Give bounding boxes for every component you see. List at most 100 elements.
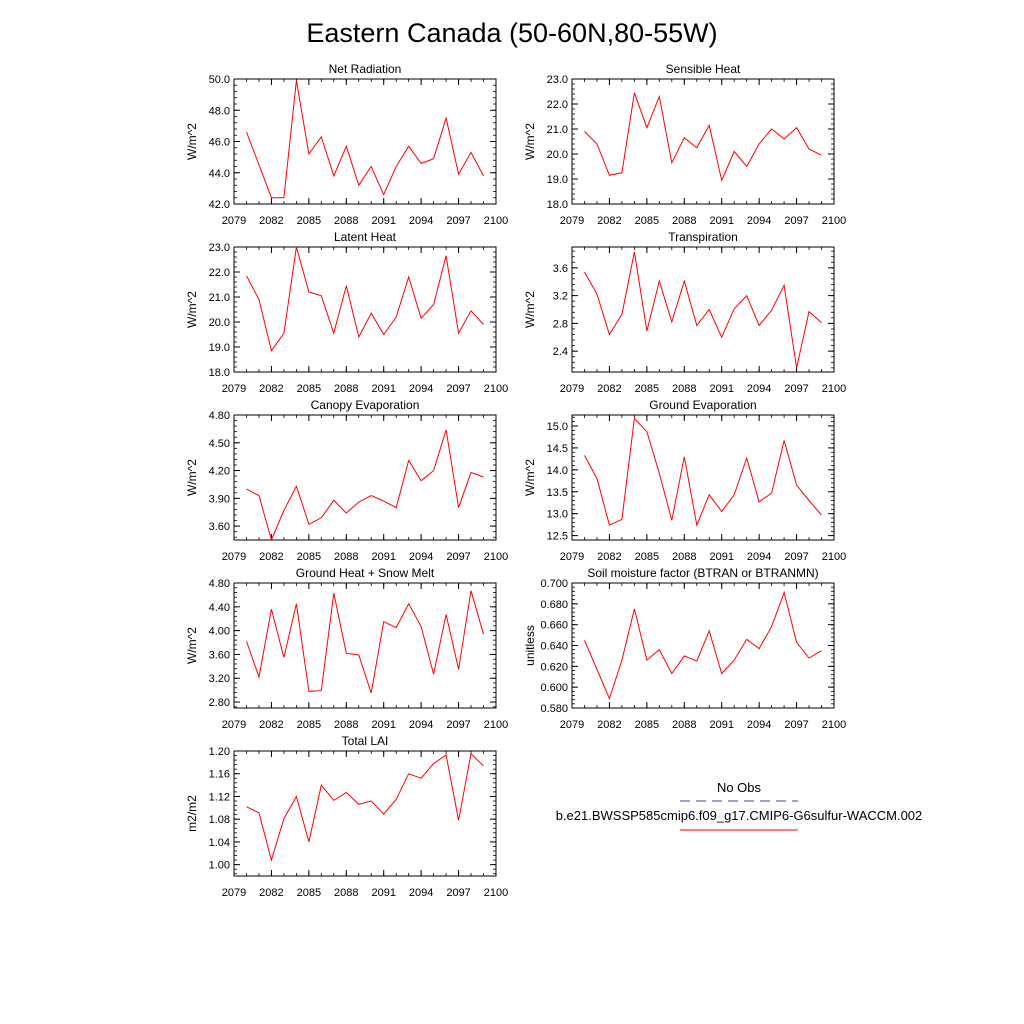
chart-title: Net Radiation (329, 62, 402, 76)
y-tick-label: 42.0 (209, 199, 230, 211)
x-tick-label: 2100 (484, 215, 508, 227)
y-tick-label: 14.0 (547, 465, 568, 477)
x-tick-label: 2088 (672, 719, 696, 731)
x-tick-label: 2085 (297, 551, 321, 563)
x-tick-label: 2085 (297, 383, 321, 395)
chart-panel: Total LAI 2079 2082 2085 2088 2091 2094 2097 210… (185, 734, 508, 899)
x-tick-label: 2100 (822, 551, 846, 563)
y-tick-label: 3.60 (209, 649, 230, 661)
x-tick-label: 2088 (334, 383, 358, 395)
y-axis-label: W/m^2 (523, 123, 537, 160)
y-tick-label: 0.700 (540, 578, 568, 590)
y-tick-label: 21.0 (209, 292, 230, 304)
x-tick-label: 2079 (222, 719, 246, 731)
chart-title: Transpiration (668, 230, 738, 244)
chart-panel: Ground Heat + Snow Melt 2079 2082 2085 2088 2… (185, 566, 508, 731)
x-tick-label: 2094 (409, 215, 433, 227)
y-tick-label: 48.0 (209, 105, 230, 117)
x-tick-label: 2094 (747, 551, 771, 563)
chart-panel: Sensible Heat 2079 2082 2085 2088 2091 2094 209… (523, 62, 846, 227)
y-tick-label: 46.0 (209, 137, 230, 149)
y-tick-label: 15.0 (547, 421, 568, 433)
x-tick-label: 2100 (822, 719, 846, 731)
y-tick-label: 23.0 (547, 74, 568, 86)
x-tick-label: 2079 (222, 215, 246, 227)
x-tick-label: 2079 (222, 887, 246, 899)
plot-frame (571, 246, 835, 373)
x-tick-label: 2094 (747, 383, 771, 395)
x-tick-label: 2091 (371, 551, 395, 563)
x-tick-label: 2079 (560, 215, 584, 227)
x-tick-label: 2088 (672, 383, 696, 395)
x-tick-label: 2094 (409, 719, 433, 731)
x-tick-label: 2097 (446, 215, 470, 227)
y-tick-label: 19.0 (209, 342, 230, 354)
chart-title: Ground Evaporation (649, 398, 756, 412)
plot-frame (233, 582, 497, 709)
y-tick-label: 0.640 (540, 641, 568, 653)
x-tick-label: 2085 (635, 383, 659, 395)
y-tick-label: 2.8 (553, 318, 568, 330)
x-tick-label: 2085 (635, 551, 659, 563)
x-tick-label: 2085 (635, 719, 659, 731)
y-tick-label: 3.2 (553, 291, 568, 303)
y-tick-label: 1.00 (209, 860, 230, 872)
y-tick-label: 20.0 (209, 317, 230, 329)
y-tick-label: 3.60 (209, 521, 230, 533)
y-tick-label: 14.5 (547, 443, 568, 455)
x-tick-label: 2100 (484, 383, 508, 395)
x-tick-label: 2097 (446, 383, 470, 395)
y-tick-label: 4.50 (209, 438, 230, 450)
x-tick-label: 2082 (259, 551, 283, 563)
chart-title: Total LAI (342, 734, 389, 748)
chart-title: Ground Heat + Snow Melt (296, 566, 435, 580)
plot-frame (571, 78, 835, 205)
x-tick-label: 2082 (597, 719, 621, 731)
y-axis-label: W/m^2 (523, 459, 537, 496)
x-tick-label: 2085 (297, 719, 321, 731)
y-tick-label: 0.620 (540, 661, 568, 673)
y-axis-label: W/m^2 (185, 459, 199, 496)
x-tick-label: 2091 (709, 551, 733, 563)
chart-title: Soil moisture factor (BTRAN or BTRANMN) (587, 566, 818, 580)
y-axis-label: W/m^2 (185, 123, 199, 160)
x-tick-label: 2085 (297, 215, 321, 227)
x-tick-label: 2091 (371, 719, 395, 731)
chart-panel: Canopy Evaporation 2079 2082 2085 2088 2091 20… (185, 398, 508, 563)
chart-panel: Latent Heat 2079 2082 2085 2088 2091 2094 2097 2… (185, 230, 508, 395)
y-tick-label: 1.20 (209, 746, 230, 758)
x-tick-label: 2088 (334, 719, 358, 731)
y-tick-label: 23.0 (209, 242, 230, 254)
x-tick-label: 2091 (371, 887, 395, 899)
y-tick-label: 0.660 (540, 620, 568, 632)
chart-title: Canopy Evaporation (311, 398, 420, 412)
y-tick-label: 22.0 (209, 267, 230, 279)
x-tick-label: 2088 (672, 551, 696, 563)
series-line (584, 417, 822, 527)
y-tick-label: 21.0 (547, 124, 568, 136)
y-tick-label: 50.0 (209, 74, 230, 86)
x-tick-label: 2082 (259, 383, 283, 395)
x-tick-label: 2079 (560, 719, 584, 731)
x-tick-label: 2091 (709, 215, 733, 227)
x-tick-label: 2091 (709, 383, 733, 395)
y-tick-label: 13.5 (547, 487, 568, 499)
y-tick-label: 1.16 (209, 769, 230, 781)
y-axis-label: W/m^2 (523, 291, 537, 328)
y-tick-label: 4.00 (209, 626, 230, 638)
chart-panel: Ground Evaporation 2079 2082 2085 2088 2091 20… (523, 398, 846, 563)
y-axis-label: W/m^2 (185, 627, 199, 664)
plot-frame (233, 78, 497, 205)
legend-run-label: b.e21.BWSSP585cmip6.f09_g17.CMIP6-G6sulf… (556, 808, 923, 823)
y-tick-label: 3.6 (553, 263, 568, 275)
x-tick-label: 2088 (334, 887, 358, 899)
series-line (246, 590, 484, 694)
chart-title: Sensible Heat (666, 62, 741, 76)
x-tick-label: 2100 (822, 215, 846, 227)
chart-title: Latent Heat (334, 230, 397, 244)
x-tick-label: 2094 (409, 887, 433, 899)
x-tick-label: 2082 (597, 551, 621, 563)
x-tick-label: 2097 (784, 551, 808, 563)
y-axis-label: m2/m2 (185, 795, 199, 832)
series-line (246, 80, 484, 199)
